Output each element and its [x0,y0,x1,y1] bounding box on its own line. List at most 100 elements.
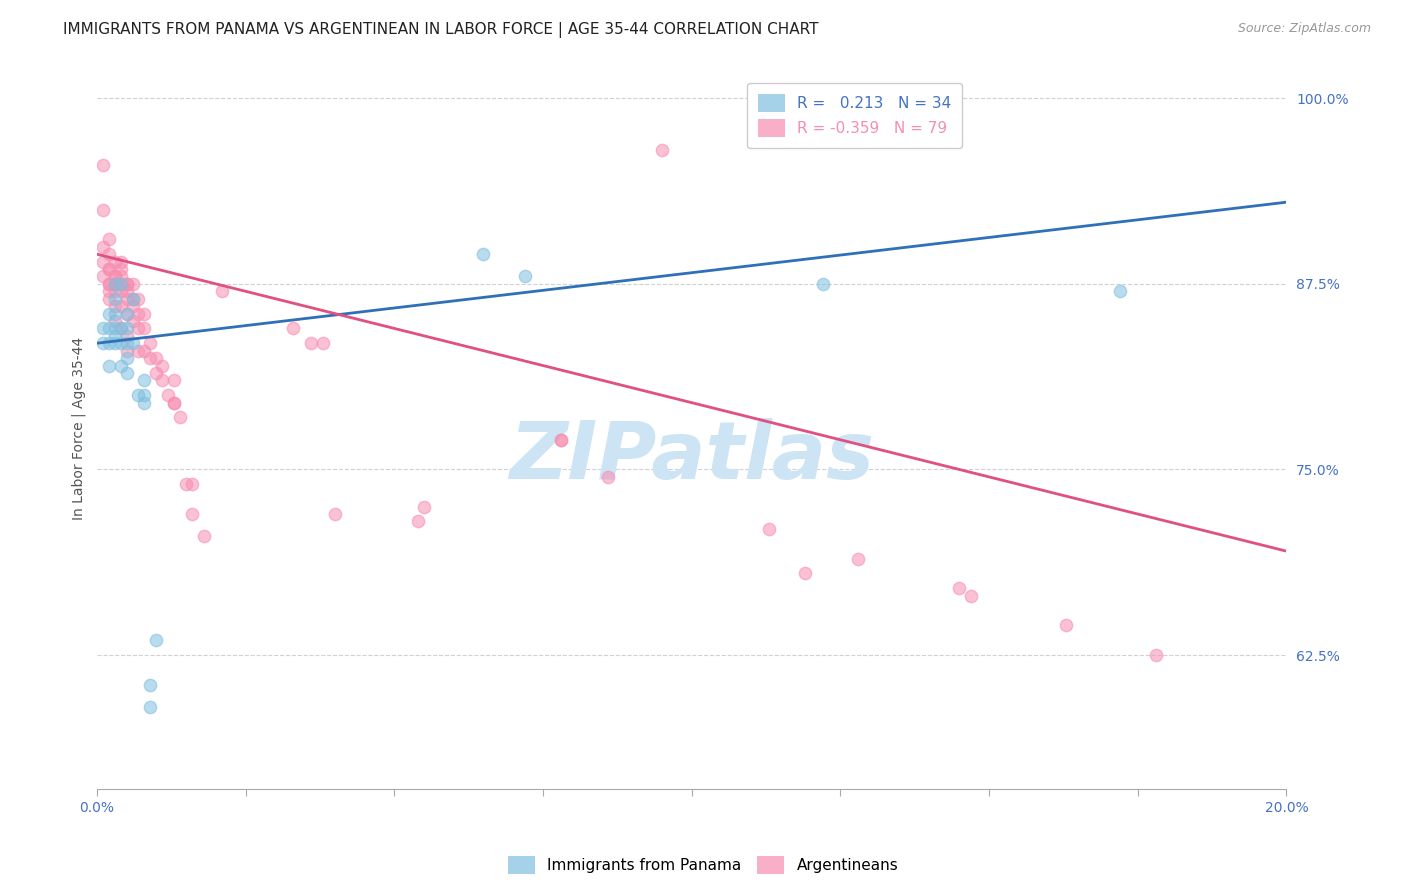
Point [323,507,346,521]
Y-axis label: In Labor Force | Age 35-44: In Labor Force | Age 35-44 [72,337,86,520]
Point [281,321,304,335]
Point [513,269,536,284]
Point [115,277,138,291]
Point [97,277,120,291]
Point [139,678,162,692]
Point [104,285,127,299]
Point [134,395,156,409]
Point [91,240,114,254]
Point [115,321,138,335]
Point [110,254,132,268]
Point [139,336,162,351]
Point [110,299,132,313]
Point [115,277,138,291]
Point [163,395,186,409]
Point [550,433,572,447]
Point [104,292,127,306]
Point [472,247,495,261]
Point [97,277,120,291]
Point [110,359,132,373]
Point [121,292,143,306]
Point [1054,618,1077,632]
Point [948,582,970,596]
Point [97,262,120,277]
Point [110,262,132,277]
Point [115,307,138,321]
Point [121,336,143,351]
Point [163,395,186,409]
Point [134,321,156,335]
Point [121,292,143,306]
Point [811,277,834,291]
Point [181,507,204,521]
Point [115,285,138,299]
Point [97,336,120,351]
Point [110,336,132,351]
Point [91,254,114,268]
Point [145,351,167,365]
Point [91,269,114,284]
Point [127,343,149,358]
Point [104,254,127,268]
Point [115,366,138,380]
Point [110,321,132,335]
Point [97,307,120,321]
Point [115,343,138,358]
Point [121,314,143,328]
Point [139,351,162,365]
Point [1109,285,1132,299]
Point [299,336,322,351]
Point [110,269,132,284]
Point [150,359,173,373]
Legend: R =   0.213   N = 34, R = -0.359   N = 79: R = 0.213 N = 34, R = -0.359 N = 79 [747,83,962,148]
Point [110,285,132,299]
Legend: Immigrants from Panama, Argentineans: Immigrants from Panama, Argentineans [502,850,904,880]
Point [139,700,162,714]
Point [127,321,149,335]
Point [110,321,132,335]
Point [104,277,127,291]
Point [97,262,120,277]
Point [211,285,233,299]
Point [97,321,120,335]
Point [598,470,620,484]
Point [406,515,429,529]
Point [91,158,114,172]
Point [134,307,156,321]
Point [121,277,143,291]
Point [115,328,138,343]
Point [104,328,127,343]
Point [121,299,143,313]
Point [97,285,120,299]
Point [104,336,127,351]
Point [97,232,120,246]
Point [115,336,138,351]
Point [793,566,815,581]
Point [110,277,132,291]
Point [104,269,127,284]
Point [115,307,138,321]
Text: Source: ZipAtlas.com: Source: ZipAtlas.com [1237,22,1371,36]
Point [150,373,173,387]
Point [157,388,180,402]
Text: ZIPatlas: ZIPatlas [509,418,875,497]
Point [651,143,673,157]
Point [104,314,127,328]
Point [115,351,138,365]
Point [91,321,114,335]
Point [145,633,167,648]
Point [174,477,197,491]
Point [91,336,114,351]
Point [134,373,156,387]
Point [550,433,572,447]
Point [97,359,120,373]
Point [127,292,149,306]
Point [169,410,191,425]
Text: IMMIGRANTS FROM PANAMA VS ARGENTINEAN IN LABOR FORCE | AGE 35-44 CORRELATION CHA: IMMIGRANTS FROM PANAMA VS ARGENTINEAN IN… [63,22,818,38]
Point [145,366,167,380]
Point [104,307,127,321]
Point [104,277,127,291]
Point [413,500,436,514]
Point [181,477,204,491]
Point [960,589,983,603]
